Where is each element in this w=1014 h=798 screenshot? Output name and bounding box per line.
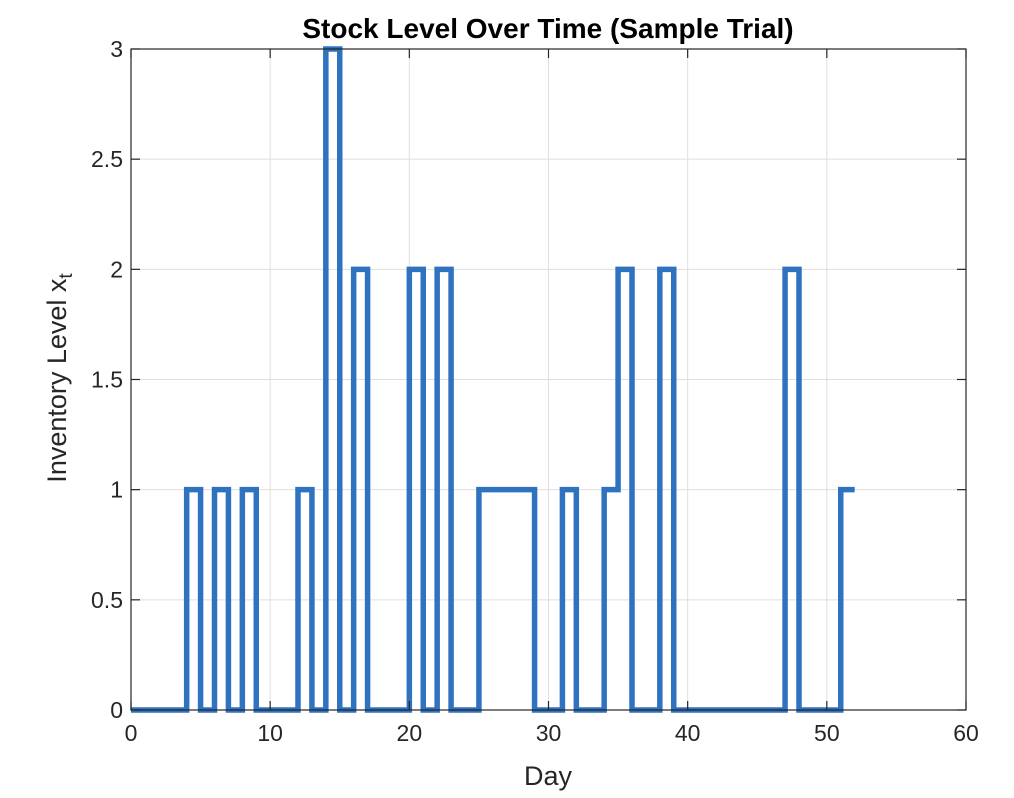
chart-title: Stock Level Over Time (Sample Trial) bbox=[302, 13, 793, 44]
y-axis-label-subscript: t bbox=[56, 273, 77, 279]
y-tick-label: 2.5 bbox=[91, 146, 123, 172]
y-tick-label: 1.5 bbox=[91, 367, 123, 393]
axis-ticks bbox=[130, 48, 967, 711]
x-tick-label: 30 bbox=[536, 720, 562, 746]
x-tick-label: 60 bbox=[953, 720, 979, 746]
y-tick-label: 2 bbox=[110, 256, 123, 282]
y-tick-label: 0 bbox=[110, 697, 123, 723]
x-tick-label: 0 bbox=[125, 720, 138, 746]
x-axis-label: Day bbox=[524, 761, 573, 791]
x-tick-label: 40 bbox=[675, 720, 701, 746]
y-axis-label: Inventory Level xt bbox=[42, 273, 77, 483]
y-tick-label: 3 bbox=[110, 36, 123, 62]
y-axis-label-main: Inventory Level x bbox=[42, 278, 72, 483]
y-tick-labels: 0 0.5 1 1.5 2 2.5 3 bbox=[91, 36, 123, 723]
x-tick-label: 20 bbox=[397, 720, 423, 746]
x-tick-label: 50 bbox=[814, 720, 840, 746]
x-tick-label: 10 bbox=[257, 720, 283, 746]
y-tick-label: 1 bbox=[110, 477, 123, 503]
y-tick-label: 0.5 bbox=[91, 587, 123, 613]
x-tick-labels: 0 10 20 30 40 50 60 bbox=[125, 720, 979, 746]
